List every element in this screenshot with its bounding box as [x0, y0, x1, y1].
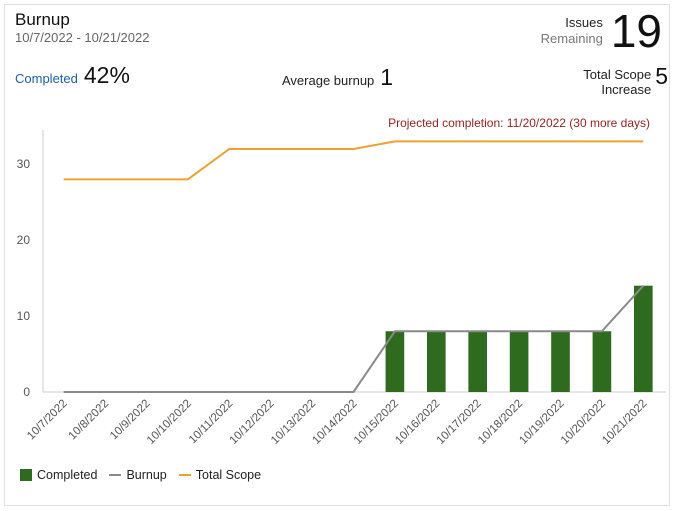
completed-bars — [385, 285, 653, 392]
issues-label-line2: Remaining — [540, 31, 603, 46]
x-tick-label: 10/9/2022 — [108, 398, 153, 443]
legend-item-completed[interactable]: Completed — [20, 468, 97, 482]
completed-stat-value: 42% — [83, 62, 130, 88]
average-burnup-label: Average burnup — [282, 73, 375, 88]
legend-item-total-scope[interactable]: Total Scope — [178, 468, 262, 482]
completed-bar — [385, 331, 405, 392]
legend-label-burnup: Burnup — [126, 468, 167, 482]
legend-item-burnup[interactable]: Burnup — [109, 468, 167, 482]
y-tick-label: 30 — [17, 157, 31, 171]
total-scope-label-line1: Total Scope — [583, 67, 652, 82]
chart-axes — [42, 130, 666, 393]
issues-label-line1: Issues — [565, 15, 603, 30]
total-scope-label-line2: Increase — [601, 82, 652, 97]
issues-remaining-label: Issues Remaining — [541, 15, 603, 47]
completed-bar — [426, 331, 446, 392]
completed-bar — [468, 331, 488, 392]
burnup-line — [63, 285, 645, 393]
completed-bar — [633, 285, 653, 392]
legend-label-total-scope: Total Scope — [195, 468, 262, 482]
completed-bar — [551, 331, 570, 392]
average-burnup-value: 1 — [380, 64, 394, 90]
total-scope-line — [63, 140, 644, 181]
average-burnup-stat: Average burnup 1 — [282, 64, 393, 91]
y-tick-label: 0 — [23, 385, 30, 399]
y-tick-label: 10 — [17, 309, 31, 323]
completed-stat-label[interactable]: Completed — [15, 71, 78, 86]
legend-swatch-total-scope — [178, 474, 191, 476]
total-scope-increase-label: Total Scope Increase — [583, 63, 651, 97]
x-tick-label: 10/8/2022 — [67, 398, 112, 443]
total-scope-increase-value: 5 — [655, 63, 668, 89]
legend-label-completed: Completed — [37, 468, 98, 482]
completed-bar — [509, 331, 529, 392]
chart-lines — [63, 140, 645, 393]
completed-bar — [592, 331, 612, 392]
legend-swatch-burnup — [109, 474, 122, 476]
burnup-card — [4, 4, 670, 506]
x-tick-label: 10/21/2022 — [600, 398, 649, 447]
projected-completion: Projected completion: 11/20/2022 (30 mor… — [388, 116, 650, 130]
legend-swatch-completed — [20, 469, 32, 481]
completed-stat: Completed 42% — [15, 62, 130, 89]
y-tick-label: 20 — [17, 233, 31, 247]
date-range: 10/7/2022 - 10/21/2022 — [15, 30, 150, 45]
chart-title: Burnup — [15, 10, 70, 29]
axis-labels: 0 10 20 30 10/7/202210/8/202210/9/202210/10/… — [17, 157, 650, 447]
issues-remaining-value: 19 — [610, 5, 662, 57]
x-tick-label: 10/10/2022 — [145, 398, 194, 447]
total-scope-increase-stat: Total Scope Increase 5 — [583, 63, 668, 97]
issues-remaining: Issues Remaining 19 — [541, 6, 662, 56]
chart-legend: Completed Burnup Total Scope — [20, 468, 273, 482]
x-tick-label: 10/7/2022 — [25, 398, 70, 443]
